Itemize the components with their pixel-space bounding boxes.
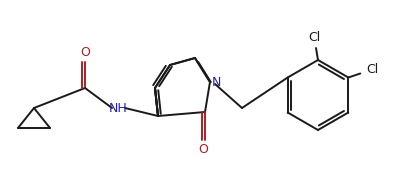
Text: NH: NH [109, 102, 127, 115]
Text: Cl: Cl [366, 63, 378, 76]
Text: O: O [198, 143, 208, 156]
Text: N: N [212, 76, 221, 89]
Text: O: O [80, 46, 90, 59]
Text: Cl: Cl [308, 31, 320, 44]
